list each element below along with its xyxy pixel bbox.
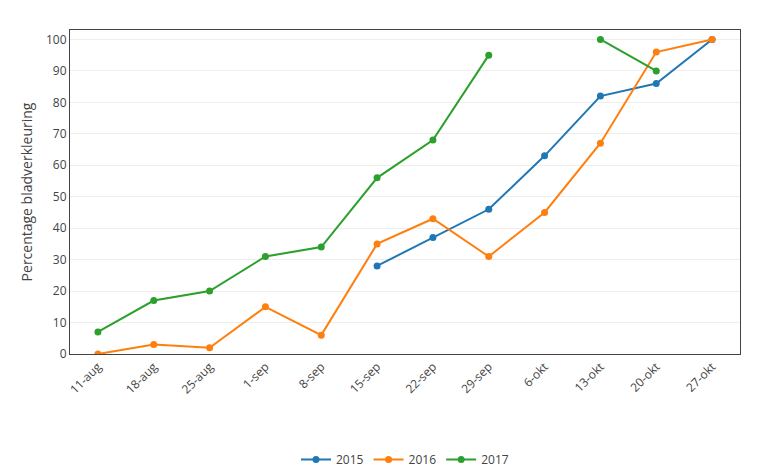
- svg-text:0: 0: [60, 345, 67, 362]
- svg-text:40: 40: [53, 219, 67, 236]
- svg-text:29-sep: 29-sep: [457, 358, 495, 396]
- svg-text:6-okt: 6-okt: [519, 358, 551, 390]
- svg-text:11-aug: 11-aug: [66, 358, 105, 397]
- svg-text:20-okt: 20-okt: [626, 358, 663, 395]
- svg-text:80: 80: [53, 94, 67, 111]
- svg-text:22-sep: 22-sep: [402, 358, 440, 396]
- svg-text:15-sep: 15-sep: [346, 358, 384, 396]
- svg-text:2016: 2016: [409, 451, 437, 468]
- svg-text:27-okt: 27-okt: [682, 358, 719, 395]
- svg-text:90: 90: [53, 62, 67, 79]
- svg-text:25-aug: 25-aug: [178, 358, 217, 397]
- svg-text:50: 50: [53, 188, 67, 205]
- svg-text:100: 100: [46, 31, 67, 48]
- svg-text:1-sep: 1-sep: [239, 358, 273, 392]
- svg-text:60: 60: [53, 156, 67, 173]
- svg-text:2015: 2015: [336, 451, 364, 468]
- svg-text:2017: 2017: [481, 451, 509, 468]
- svg-text:10: 10: [53, 314, 67, 331]
- svg-text:30: 30: [53, 251, 67, 268]
- svg-text:20: 20: [53, 282, 67, 299]
- svg-text:Percentage bladverkleuring: Percentage bladverkleuring: [17, 102, 36, 281]
- svg-text:13-okt: 13-okt: [570, 358, 607, 395]
- svg-text:70: 70: [53, 125, 67, 142]
- svg-text:8-sep: 8-sep: [295, 358, 329, 392]
- svg-text:18-aug: 18-aug: [122, 358, 161, 397]
